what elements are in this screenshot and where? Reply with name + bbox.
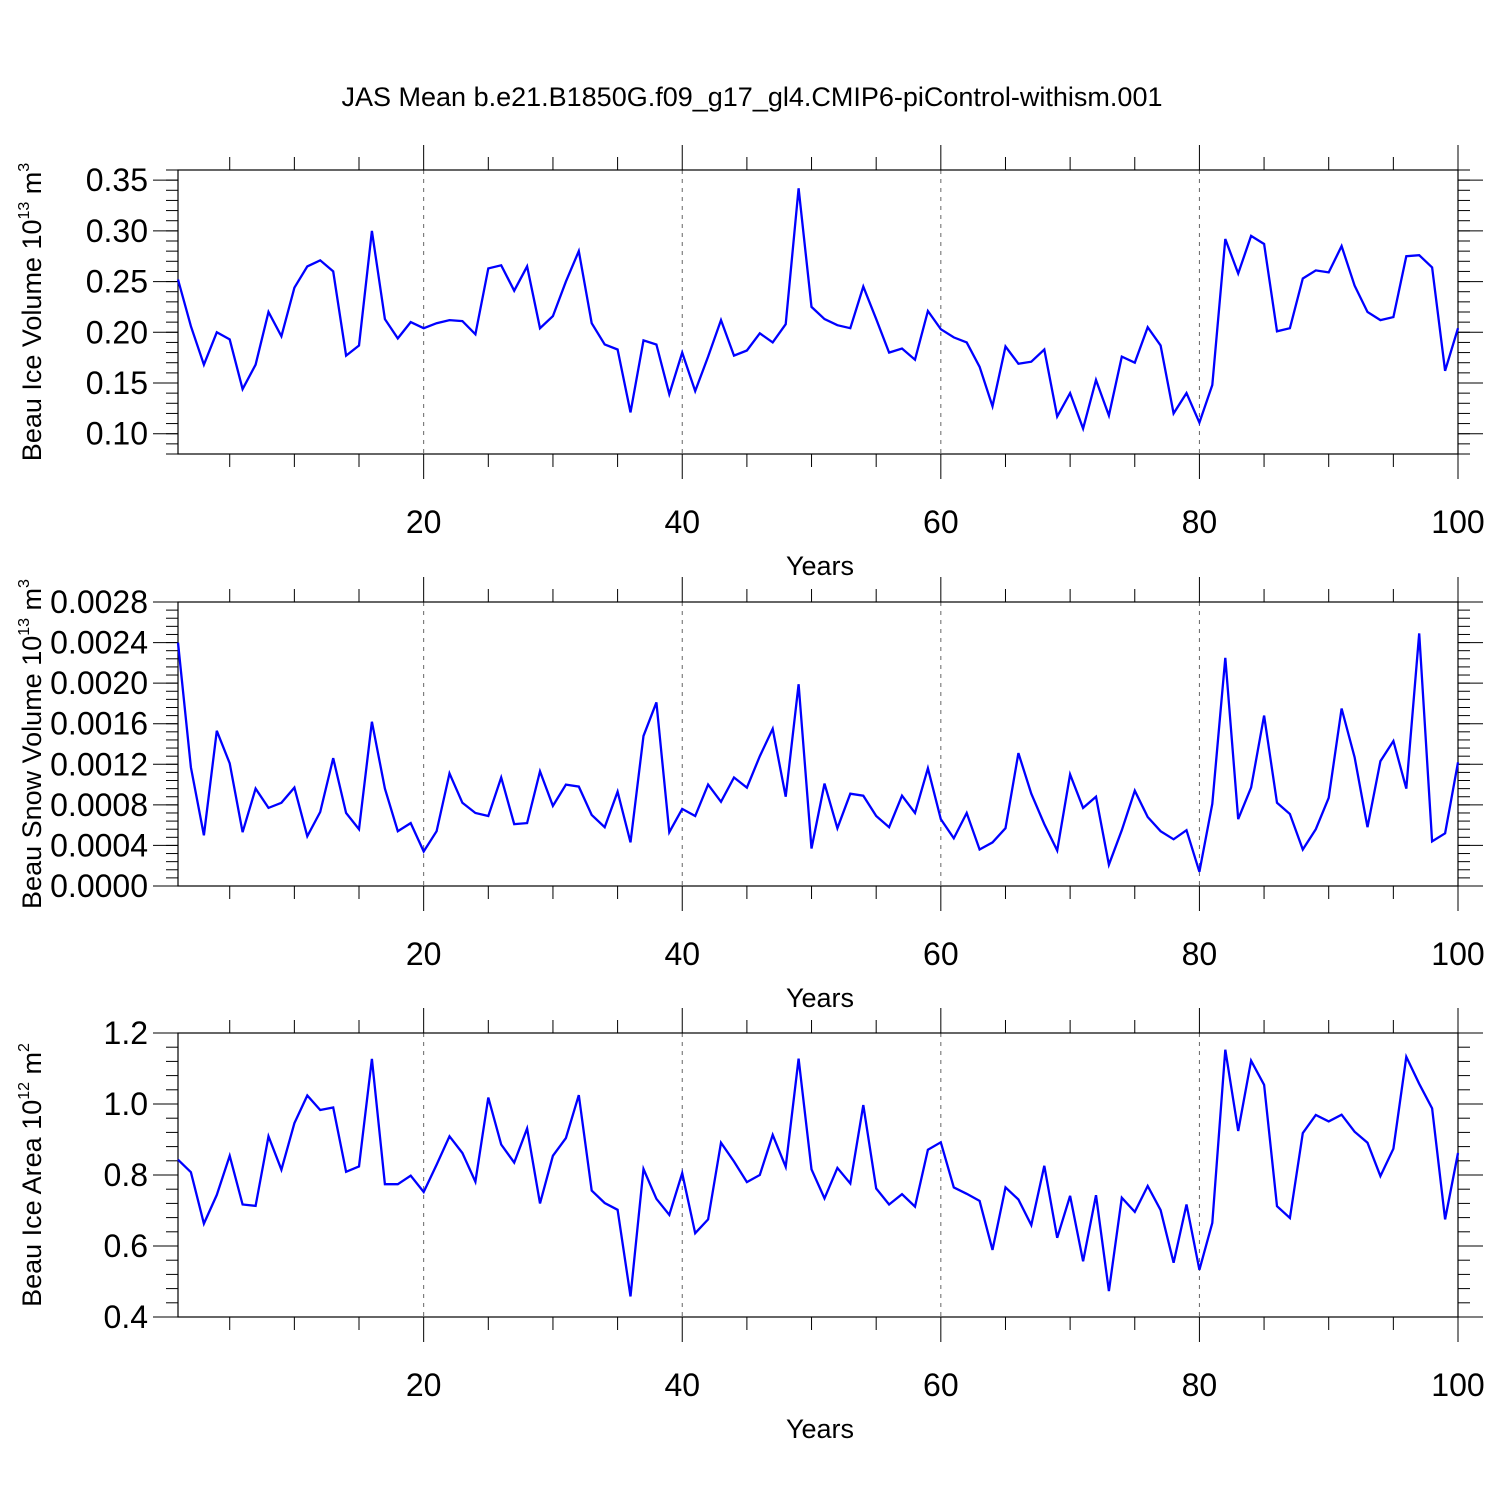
x-tick-label: 20	[406, 936, 442, 972]
y-axis-title-text: Beau Snow Volume 10	[17, 636, 47, 909]
y-tick-label: 0.35	[86, 162, 148, 198]
y-tick-label: 0.0008	[50, 787, 148, 823]
y-axis-title-superscript: 12	[16, 1082, 33, 1100]
y-tick-label: 0.0004	[50, 827, 148, 863]
x-tick-label: 100	[1431, 936, 1484, 972]
y-tick-label: 0.15	[86, 365, 148, 401]
y-axis-title-superscript: 3	[16, 579, 33, 588]
y-tick-label: 0.0024	[50, 625, 148, 661]
y-tick-label: 1.2	[104, 1015, 148, 1051]
x-tick-label: 100	[1431, 1367, 1484, 1403]
y-axis-title-superscript: 2	[16, 1043, 33, 1052]
y-axis-title-superscript: 13	[16, 202, 33, 220]
y-tick-label: 0.6	[104, 1228, 148, 1264]
plot-frame	[177, 169, 1459, 455]
x-tick-label: 60	[923, 1367, 959, 1403]
series-line	[176, 633, 1460, 873]
x-tick-label: 20	[406, 1367, 442, 1403]
y-axis-title: Beau Ice Area 1012 m2	[16, 1043, 47, 1307]
y-tick-label: 0.30	[86, 213, 148, 249]
x-tick-label: 80	[1182, 936, 1218, 972]
y-tick-label: 0.0020	[50, 665, 148, 701]
y-tick-label: 0.8	[104, 1157, 148, 1193]
y-tick-label: 0.20	[86, 314, 148, 350]
x-axis-title: Years	[786, 983, 854, 1013]
y-axis-title-text: m	[17, 588, 47, 618]
y-tick-label: 0.0028	[50, 584, 148, 620]
panel-2: 0.0000 0.0004 0.0008 0.0012 0.0016 0.0020 0.00…	[16, 577, 1485, 1013]
x-tick-label: 40	[664, 1367, 700, 1403]
panel-3: 0.4 0.6 0.8 1.0 1.2 20 40 60 80 100 Years Beau Ice …	[16, 1008, 1485, 1444]
plot-frame	[177, 1032, 1459, 1318]
y-axis-title-text: m	[17, 172, 47, 202]
x-tick-label: 60	[923, 936, 959, 972]
series-line	[176, 188, 1460, 433]
y-axis-title: Beau Snow Volume 1013 m3	[16, 579, 47, 909]
x-tick-label: 100	[1431, 504, 1484, 540]
chart-title: JAS Mean b.e21.B1850G.f09_g17_gl4.CMIP6-…	[342, 82, 1163, 112]
y-axis-title-superscript: 3	[16, 163, 33, 172]
y-tick-label: 0.0016	[50, 706, 148, 742]
series-line	[177, 1049, 1460, 1297]
x-axis-title: Years	[786, 551, 854, 581]
x-tick-label: 40	[664, 504, 700, 540]
plot-frame	[177, 601, 1459, 887]
y-axis-title-text: Beau Ice Area 10	[17, 1100, 47, 1307]
x-tick-label: 40	[664, 936, 700, 972]
x-tick-label: 60	[923, 504, 959, 540]
y-tick-label: 0.10	[86, 416, 148, 452]
y-axis-title-superscript: 13	[16, 618, 33, 636]
y-tick-label: 0.25	[86, 264, 148, 300]
x-tick-label: 80	[1182, 504, 1218, 540]
y-tick-label: 0.4	[104, 1299, 148, 1335]
y-tick-label: 0.0000	[50, 868, 148, 904]
y-axis-title-text: m	[17, 1052, 47, 1082]
y-tick-label: 1.0	[104, 1086, 148, 1122]
x-tick-label: 20	[406, 504, 442, 540]
x-axis-title: Years	[786, 1414, 854, 1444]
x-tick-label: 80	[1182, 1367, 1218, 1403]
y-axis-title-text: Beau Ice Volume 10	[17, 220, 47, 462]
y-tick-label: 0.0012	[50, 746, 148, 782]
y-axis-title: Beau Ice Volume 1013 m3	[16, 163, 47, 461]
panel-1: 0.10 0.15 0.20 0.25 0.30 0.35 20 40 60 80 100 Years…	[16, 145, 1485, 581]
